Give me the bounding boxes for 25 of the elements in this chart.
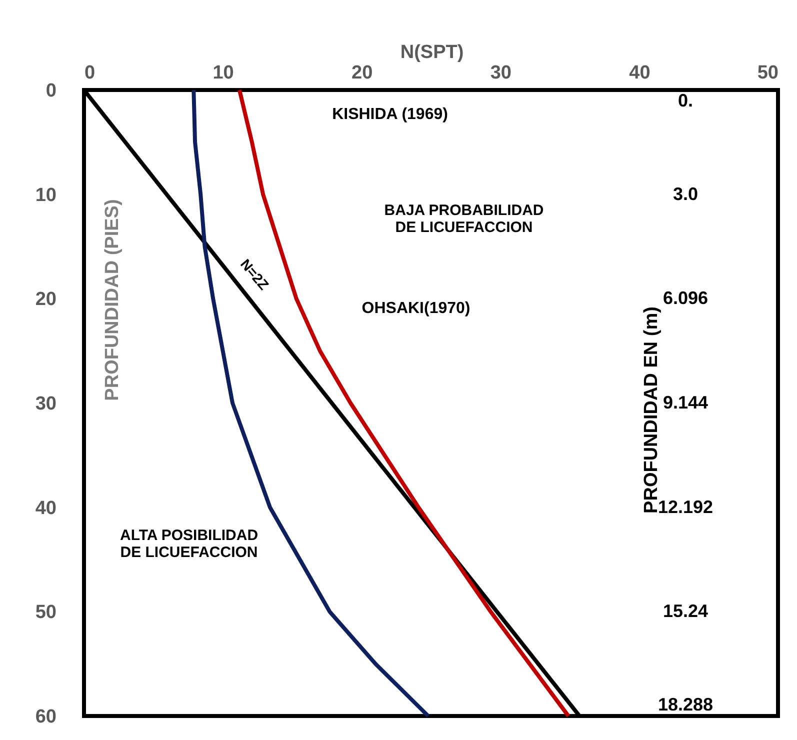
y2-tick-label: 3.0	[672, 184, 698, 204]
y-tick-label: 30	[35, 394, 56, 414]
y-tick-label: 50	[35, 602, 56, 624]
x-tick-label: 50	[757, 62, 778, 84]
annotation: BAJA PROBABILIDAD DE LICUEFACCION	[384, 202, 544, 236]
y-tick-label: 10	[35, 184, 56, 206]
y-tick-label: 60	[35, 706, 56, 728]
y-axis-title: PROFUNDIDAD (PIES)	[102, 199, 123, 401]
x-tick-label: 20	[352, 62, 373, 84]
y-tick-label: 40	[35, 498, 56, 519]
y-tick-label: 20	[35, 289, 56, 310]
annotation: OHSAKI(1970)	[362, 300, 470, 317]
x-tick-label: 10	[212, 62, 234, 84]
annotation: KISHIDA (1969)	[332, 106, 448, 123]
y2-tick-label: 9.144	[662, 392, 708, 412]
y2-tick-label: 6.096	[662, 288, 708, 308]
y2-tick-label: 0.	[678, 90, 694, 110]
x-tick-label: 0	[84, 62, 96, 84]
y-tick-label: 0	[46, 80, 56, 102]
annotation: ALTA POSIBILIDAD DE LICUEFACCION	[120, 527, 258, 561]
y2-tick-label: 18.288	[658, 694, 714, 714]
y2-tick-label: 15.24	[662, 601, 708, 622]
x-tick-label: 30	[490, 62, 512, 84]
x-tick-label: 40	[629, 62, 650, 84]
x-axis-title: N(SPT)	[400, 42, 464, 63]
